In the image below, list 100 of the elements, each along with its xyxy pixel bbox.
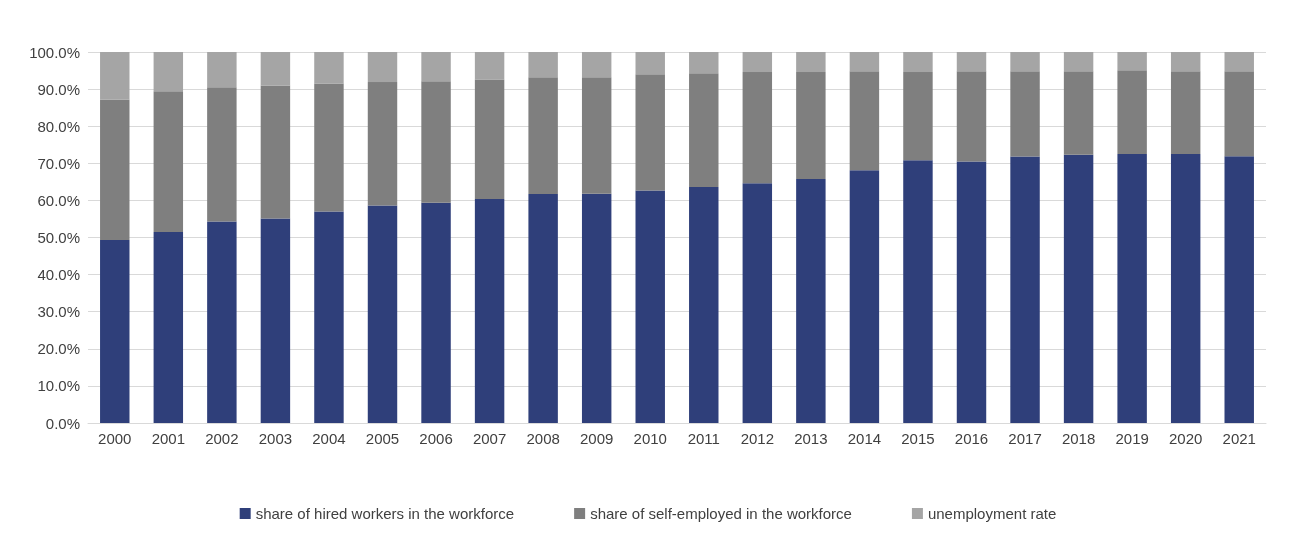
bar bbox=[635, 52, 665, 75]
x-tick-label: 2003 bbox=[258, 430, 293, 447]
bar bbox=[367, 82, 398, 206]
bar bbox=[903, 52, 933, 73]
bar bbox=[1063, 52, 1094, 72]
bar bbox=[581, 193, 612, 423]
bar bbox=[849, 52, 880, 72]
bar bbox=[1224, 52, 1254, 72]
bar bbox=[100, 52, 130, 100]
bar bbox=[1224, 156, 1254, 423]
y-tick-label: 60.0% bbox=[37, 191, 80, 209]
bar bbox=[100, 240, 130, 423]
bar bbox=[260, 218, 291, 423]
y-tick-label: 40.0% bbox=[37, 266, 80, 284]
bar bbox=[581, 52, 612, 78]
y-tick-label: 30.0% bbox=[37, 303, 80, 321]
bar bbox=[474, 79, 505, 199]
bar bbox=[528, 52, 558, 78]
bar bbox=[421, 202, 451, 423]
legend-label: unemployment rate bbox=[927, 505, 1057, 522]
bar bbox=[314, 52, 344, 84]
x-tick-label: 2012 bbox=[740, 430, 775, 447]
bar bbox=[796, 178, 826, 423]
x-tick-label: 2021 bbox=[1222, 430, 1256, 447]
x-tick-label: 2001 bbox=[151, 430, 186, 447]
x-tick-label: 2019 bbox=[1115, 430, 1149, 447]
bar bbox=[100, 99, 130, 241]
bar bbox=[903, 160, 933, 423]
bar bbox=[153, 231, 184, 423]
bar bbox=[1117, 70, 1147, 155]
bar bbox=[528, 194, 558, 423]
bar bbox=[367, 52, 398, 83]
x-tick-label: 2017 bbox=[1008, 430, 1042, 447]
bar bbox=[635, 190, 665, 423]
bar bbox=[421, 52, 451, 82]
bar bbox=[796, 52, 826, 73]
x-tick-label: 2013 bbox=[794, 430, 828, 447]
y-tick-label: 100.0% bbox=[29, 43, 80, 61]
y-tick-label: 20.0% bbox=[37, 340, 80, 358]
y-tick-label: 80.0% bbox=[37, 117, 80, 135]
bar bbox=[314, 83, 344, 212]
y-tick-label: 10.0% bbox=[37, 377, 80, 395]
bar bbox=[849, 71, 880, 171]
y-tick-label: 0.0% bbox=[45, 414, 80, 432]
bar bbox=[689, 73, 719, 188]
x-tick-label: 2015 bbox=[901, 430, 935, 447]
bar bbox=[1224, 71, 1254, 157]
bar bbox=[207, 52, 237, 88]
bar bbox=[1170, 71, 1201, 155]
bar bbox=[153, 91, 184, 232]
legend-label: share of hired workers in the workforce bbox=[255, 505, 515, 522]
x-tick-label: 2016 bbox=[954, 430, 989, 447]
bar bbox=[742, 72, 773, 184]
bar bbox=[581, 77, 612, 194]
bar bbox=[903, 72, 933, 161]
x-tick-label: 2008 bbox=[526, 430, 560, 447]
x-tick-label: 2020 bbox=[1168, 430, 1203, 447]
bar bbox=[635, 74, 665, 191]
bar bbox=[956, 161, 987, 423]
x-tick-label: 2014 bbox=[847, 430, 882, 447]
bar bbox=[796, 72, 826, 179]
legend-label: share of self-employed in the workforce bbox=[590, 505, 852, 522]
bar bbox=[153, 52, 184, 92]
y-tick-label: 70.0% bbox=[37, 154, 80, 172]
bar bbox=[689, 52, 719, 74]
bar bbox=[689, 187, 719, 423]
y-tick-label: 90.0% bbox=[37, 80, 80, 98]
x-tick-label: 2010 bbox=[633, 430, 667, 447]
bar bbox=[474, 52, 505, 80]
bar bbox=[1170, 52, 1201, 72]
bar bbox=[956, 52, 987, 72]
bar bbox=[1010, 156, 1040, 423]
x-tick-label: 2011 bbox=[687, 430, 720, 447]
x-tick-label: 2000 bbox=[98, 430, 132, 447]
bar bbox=[367, 205, 398, 423]
bar bbox=[956, 71, 987, 162]
bar bbox=[314, 211, 344, 423]
bar bbox=[1063, 154, 1094, 423]
bar bbox=[742, 52, 773, 73]
bar bbox=[260, 52, 291, 86]
bar bbox=[1170, 154, 1201, 423]
x-tick-label: 2004 bbox=[312, 430, 346, 447]
y-tick-label: 50.0% bbox=[37, 229, 80, 246]
bar bbox=[421, 81, 451, 203]
x-tick-label: 2009 bbox=[579, 430, 614, 447]
bar bbox=[528, 77, 558, 195]
bar bbox=[1063, 71, 1094, 155]
bar bbox=[474, 198, 505, 423]
bar bbox=[1117, 154, 1147, 423]
bar bbox=[849, 170, 880, 423]
x-tick-label: 2006 bbox=[419, 430, 453, 447]
bar bbox=[260, 85, 291, 219]
x-tick-label: 2007 bbox=[472, 430, 507, 447]
x-tick-label: 2018 bbox=[1061, 430, 1096, 447]
x-tick-label: 2002 bbox=[205, 430, 239, 447]
bar bbox=[1117, 52, 1147, 71]
bar bbox=[1010, 52, 1040, 72]
x-tick-label: 2005 bbox=[365, 430, 400, 447]
bar bbox=[207, 221, 237, 423]
bar bbox=[207, 87, 237, 222]
